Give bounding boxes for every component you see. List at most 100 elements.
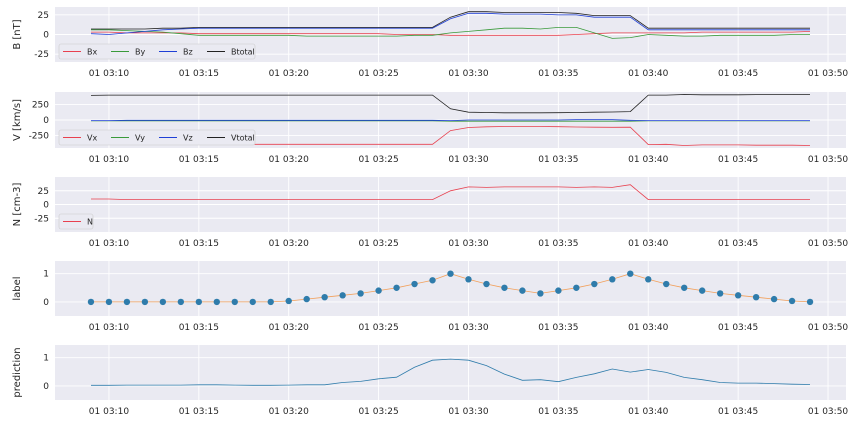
x-tick-label: 01 03:25	[358, 407, 398, 417]
data-point	[357, 290, 364, 297]
x-tick-label: 01 03:15	[179, 323, 219, 333]
data-point	[105, 298, 113, 306]
data-point	[663, 280, 670, 288]
y-tick-label: 0	[43, 298, 49, 308]
y-tick-label: 0	[43, 31, 49, 41]
x-tick-label: 01 03:30	[448, 407, 489, 417]
data-point	[537, 290, 544, 297]
x-tick-label: 01 03:10	[89, 323, 130, 333]
data-point	[87, 298, 95, 306]
data-point	[465, 276, 472, 283]
x-tick-label: 01 03:25	[358, 239, 398, 249]
data-point	[591, 280, 598, 288]
x-tick-label: 01 03:45	[718, 69, 758, 79]
panel-5: 0 1 01 03:10 01 03:15 01 03:20 01 03:25 01 03:…	[12, 345, 848, 417]
y-axis-label: B [nT]	[12, 19, 23, 49]
data-point	[573, 284, 580, 291]
x-tick-label: 01 03:40	[628, 407, 669, 417]
y-tick-label: 1	[43, 354, 49, 364]
legend-label-n: N	[87, 218, 93, 227]
data-point	[303, 295, 310, 303]
bz-line	[90, 12, 810, 35]
x-tick-label: 01 03:20	[269, 69, 310, 79]
x-tick-label: 01 03:20	[269, 323, 310, 333]
data-point	[788, 297, 796, 305]
y-axis-label: prediction	[12, 347, 23, 397]
x-tick-label: 01 03:15	[179, 239, 219, 249]
x-tick-label: 01 03:40	[628, 155, 669, 165]
plot-area	[55, 345, 846, 400]
legend-label-vtotal: Vtotal	[231, 134, 255, 143]
y-tick-label: 1	[43, 270, 49, 280]
data-point	[555, 287, 562, 294]
x-tick-label: 01 03:35	[538, 323, 578, 333]
x-tick-label: 01 03:15	[179, 155, 219, 165]
data-point	[645, 276, 652, 283]
data-point	[375, 287, 382, 294]
legend: Bx By Bz Btotal	[58, 43, 256, 60]
data-point	[339, 292, 346, 299]
data-point	[321, 293, 328, 301]
x-tick-label: 01 03:45	[718, 323, 758, 333]
data-point	[195, 298, 203, 306]
data-point	[734, 292, 742, 299]
data-point	[123, 298, 131, 306]
legend-box	[58, 43, 256, 60]
data-point	[213, 298, 220, 306]
x-tick-label: 01 03:25	[358, 69, 398, 79]
panel-3: -25 0 25 01 03:10 01 03:15 01 03:20 01 03:25 01…	[12, 177, 848, 249]
data-point	[285, 297, 292, 305]
x-tick-label: 01 03:35	[538, 239, 578, 249]
data-point	[159, 298, 167, 306]
x-tick-label: 01 03:50	[808, 69, 849, 79]
data-point	[141, 298, 149, 306]
y-tick-label: 0	[43, 382, 49, 392]
data-point	[770, 295, 778, 303]
x-tick-label: 01 03:30	[448, 239, 489, 249]
by-line	[91, 26, 810, 39]
x-tick-label: 01 03:25	[358, 323, 398, 333]
x-tick-label: 01 03:40	[628, 323, 669, 333]
x-tick-label: 01 03:50	[808, 323, 849, 333]
x-tick-label: 01 03:10	[89, 155, 130, 165]
x-tick-label: 01 03:30	[448, 155, 489, 165]
bx-line	[91, 31, 811, 36]
legend-box	[58, 129, 256, 146]
y-tick-label: 250	[32, 100, 49, 110]
btotal-line	[91, 11, 810, 30]
legend-label-vy: Vy	[135, 134, 145, 143]
data-point	[501, 284, 508, 291]
y-tick-label: 0	[43, 201, 49, 211]
x-tick-label: 01 03:10	[89, 407, 130, 417]
data-point	[411, 280, 418, 288]
x-tick-label: 01 03:15	[179, 69, 219, 79]
data-point	[429, 277, 436, 284]
legend: N	[58, 213, 94, 230]
data-point	[393, 284, 400, 291]
data-point	[447, 270, 454, 277]
y-tick-label: -25	[34, 50, 49, 60]
x-tick-label: 01 03:40	[628, 69, 669, 79]
plot-area	[55, 261, 846, 316]
n-line	[91, 184, 810, 201]
panel-2: -250 0 250 01 03:10 01 03:15 01 03:20 01 03:25…	[12, 92, 848, 165]
data-point	[519, 287, 526, 294]
x-tick-label: 01 03:30	[448, 69, 489, 79]
x-tick-label: 01 03:35	[538, 69, 578, 79]
panel-4: 0 1 01 03:10 01 03:15 01 03:20 01 03:25 01 03:…	[12, 261, 848, 333]
x-tick-label: 01 03:20	[269, 239, 310, 249]
data-point	[249, 298, 256, 306]
x-tick-label: 01 03:35	[538, 407, 578, 417]
data-point	[483, 280, 490, 288]
y-tick-label: -25	[34, 214, 49, 224]
y-axis-label: V [km/s]	[12, 99, 23, 141]
x-tick-label: 01 03:20	[269, 155, 310, 165]
x-tick-label: 01 03:30	[448, 323, 489, 333]
legend-label-bx: Bx	[87, 48, 97, 57]
data-point	[627, 270, 634, 277]
y-tick-label: -250	[29, 132, 50, 142]
y-tick-label: 0	[43, 116, 49, 126]
vz-line	[91, 119, 810, 122]
data-point	[716, 290, 724, 297]
